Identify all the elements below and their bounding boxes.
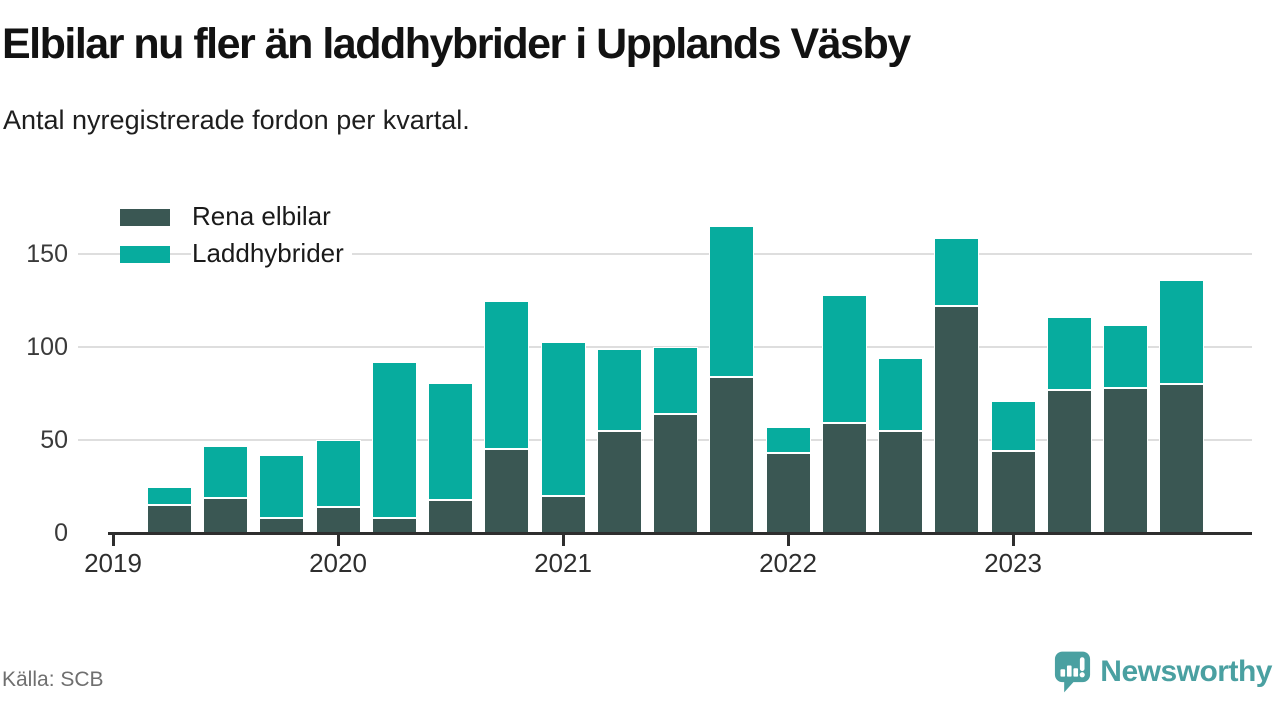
bar-segment-rena-elbilar — [484, 449, 530, 533]
bar-segment-laddhybrider — [484, 300, 530, 450]
bar-segment-rena-elbilar — [990, 451, 1036, 533]
bar-segment-rena-elbilar — [1159, 384, 1205, 533]
bar-segment-laddhybrider — [709, 226, 755, 377]
bar-segment-laddhybrider — [315, 440, 361, 507]
x-tick-label-2022: 2022 — [759, 548, 817, 578]
x-tick-2020 — [337, 535, 340, 546]
x-tick-2021 — [562, 535, 565, 546]
bar-segment-rena-elbilar — [821, 423, 867, 533]
legend-label-rena-elbilar: Rena elbilar — [191, 200, 339, 234]
bar-segment-laddhybrider — [653, 347, 698, 415]
bar-segment-rena-elbilar — [709, 376, 755, 533]
y-tick-label-50: 50 — [40, 426, 68, 455]
y-tick-label-150: 150 — [26, 240, 68, 269]
bar-segment-laddhybrider — [1159, 280, 1205, 385]
bar-segment-rena-elbilar — [428, 499, 473, 533]
newsworthy-bubble-chart-icon — [1055, 651, 1091, 693]
y-tick-label-100: 100 — [26, 333, 68, 362]
bar-segment-laddhybrider — [540, 341, 586, 496]
x-tick-label-2021: 2021 — [534, 548, 592, 578]
bar-segment-laddhybrider — [203, 445, 248, 498]
newsworthy-logo: Newsworthy — [1054, 650, 1272, 694]
x-tick-2022 — [787, 535, 790, 546]
x-tick-label-2019: 2019 — [84, 548, 142, 578]
source-label: Källa: SCB — [2, 668, 104, 691]
bar-segment-laddhybrider — [596, 349, 642, 431]
bar-segment-laddhybrider — [146, 486, 192, 506]
bar-segment-rena-elbilar — [1046, 389, 1092, 533]
bar-segment-laddhybrider — [934, 237, 980, 307]
bar-segment-laddhybrider — [878, 358, 923, 431]
bar-segment-laddhybrider — [371, 362, 417, 519]
gridline-150 — [78, 253, 1252, 256]
bar-segment-rena-elbilar — [315, 506, 361, 533]
bar-segment-rena-elbilar — [203, 497, 248, 533]
bar-segment-rena-elbilar — [653, 414, 698, 533]
bar-segment-laddhybrider — [1103, 324, 1148, 389]
legend-item-laddhybrider: Laddhybrider — [120, 237, 352, 271]
bar-segment-rena-elbilar — [765, 453, 811, 533]
bar-segment-rena-elbilar — [596, 430, 642, 533]
y-tick-label-0: 0 — [54, 519, 68, 547]
bar-segment-laddhybrider — [428, 382, 473, 500]
bar-segment-laddhybrider — [1046, 317, 1092, 390]
bar-segment-rena-elbilar — [540, 495, 586, 533]
bar-segment-laddhybrider — [259, 454, 305, 519]
x-tick-label-2020: 2020 — [309, 548, 367, 578]
bar-segment-rena-elbilar — [878, 430, 923, 533]
bar-segment-laddhybrider — [821, 295, 867, 424]
x-tick-label-2023: 2023 — [984, 548, 1042, 578]
legend-label-laddhybrider: Laddhybrider — [191, 237, 352, 271]
legend: Rena elbilar Laddhybrider — [120, 200, 352, 279]
bar-segment-rena-elbilar — [371, 518, 417, 533]
bar-segment-rena-elbilar — [1103, 388, 1148, 533]
chart-subtitle: Antal nyregistrerade fordon per kvartal. — [3, 105, 470, 135]
bar-segment-rena-elbilar — [934, 306, 980, 533]
legend-swatch-laddhybrider — [120, 245, 170, 263]
bar-segment-rena-elbilar — [146, 505, 192, 533]
chart-title: Elbilar nu fler än laddhybrider i Upplan… — [2, 20, 911, 68]
bar-segment-rena-elbilar — [259, 518, 305, 533]
x-tick-2023 — [1012, 535, 1015, 546]
legend-swatch-rena-elbilar — [120, 208, 170, 226]
bar-segment-laddhybrider — [990, 401, 1036, 452]
bar-segment-laddhybrider — [765, 427, 811, 454]
brand-name: Newsworthy — [1100, 655, 1272, 688]
legend-item-rena-elbilar: Rena elbilar — [120, 200, 352, 234]
x-axis-line — [108, 532, 1252, 535]
x-tick-2019 — [112, 535, 115, 546]
